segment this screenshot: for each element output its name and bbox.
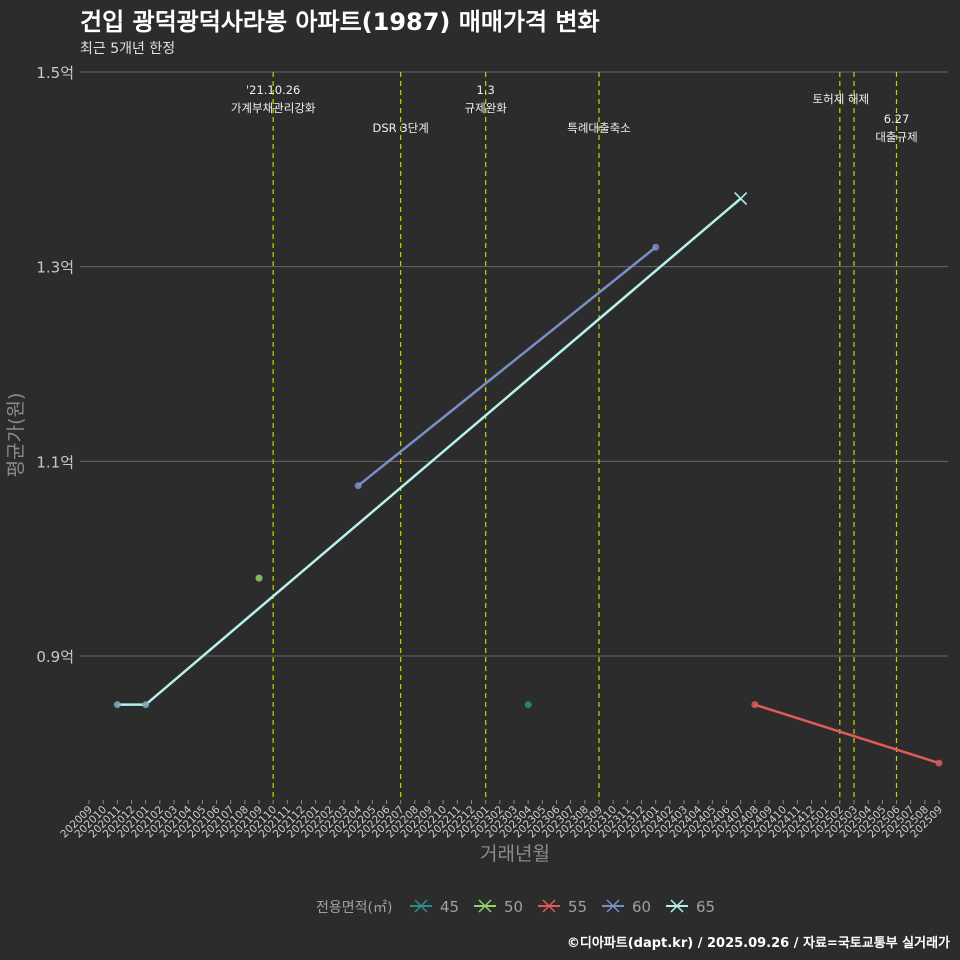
event-label: 특례대출축소	[567, 121, 630, 135]
event-label: 대출규제	[875, 130, 917, 144]
chart-subtitle: 최근 5개년 한정	[80, 41, 175, 57]
legend-key-cross	[478, 899, 492, 913]
legend-label: 50	[504, 898, 523, 916]
event-label: 규제완화	[465, 101, 508, 115]
data-point	[652, 243, 660, 251]
series-layer	[113, 192, 943, 767]
data-point-cross	[734, 192, 748, 206]
legend-key-cross	[414, 899, 428, 913]
chart-title: 건입 광덕광덕사라봉 아파트(1987) 매매가격 변화	[80, 8, 600, 36]
legend-key-cross	[542, 899, 556, 913]
legend-key-cross	[606, 899, 620, 913]
event-label: DSR 3단계	[373, 121, 429, 135]
event-label: '21.10.26	[246, 83, 300, 97]
data-point	[524, 701, 532, 709]
y-tick-label: 1.3억	[36, 259, 74, 277]
series-line-60	[357, 246, 657, 487]
caption: ©디아파트(dapt.kr) / 2025.09.26 / 자료=국토교통부 실…	[567, 935, 950, 951]
y-tick-label: 1.5억	[36, 64, 74, 82]
x-axis-ticks: 2020092020102020112020122021012021022021…	[58, 800, 945, 840]
event-label: 토허제 해제	[813, 92, 870, 106]
series-line-65	[117, 197, 742, 706]
data-point	[935, 759, 943, 767]
event-label: 가계부채관리강화	[231, 101, 316, 115]
legend-title: 전용면적(㎡)	[316, 900, 392, 916]
series-line-55	[754, 703, 940, 765]
data-point	[751, 701, 759, 709]
data-point	[255, 574, 263, 582]
data-point	[113, 701, 121, 709]
x-axis-title: 거래년월	[480, 843, 550, 865]
legend-label: 60	[632, 898, 651, 916]
y-tick-label: 0.9억	[36, 648, 74, 666]
event-label: 1.3	[477, 83, 495, 97]
legend: 전용면적(㎡) 45 50 55 60 65	[316, 898, 715, 916]
data-point	[354, 482, 362, 490]
y-axis-title: 평균가(원)	[5, 393, 27, 478]
data-point	[142, 701, 150, 709]
legend-label: 45	[440, 898, 459, 916]
legend-key-cross	[670, 899, 684, 913]
legend-label: 55	[568, 898, 587, 916]
y-tick-label: 1.1억	[36, 453, 74, 471]
legend-label: 65	[696, 898, 715, 916]
event-label: 6.27	[884, 112, 910, 126]
y-gridlines: 0.9억 1.1억 1.3억 1.5억	[36, 64, 948, 666]
